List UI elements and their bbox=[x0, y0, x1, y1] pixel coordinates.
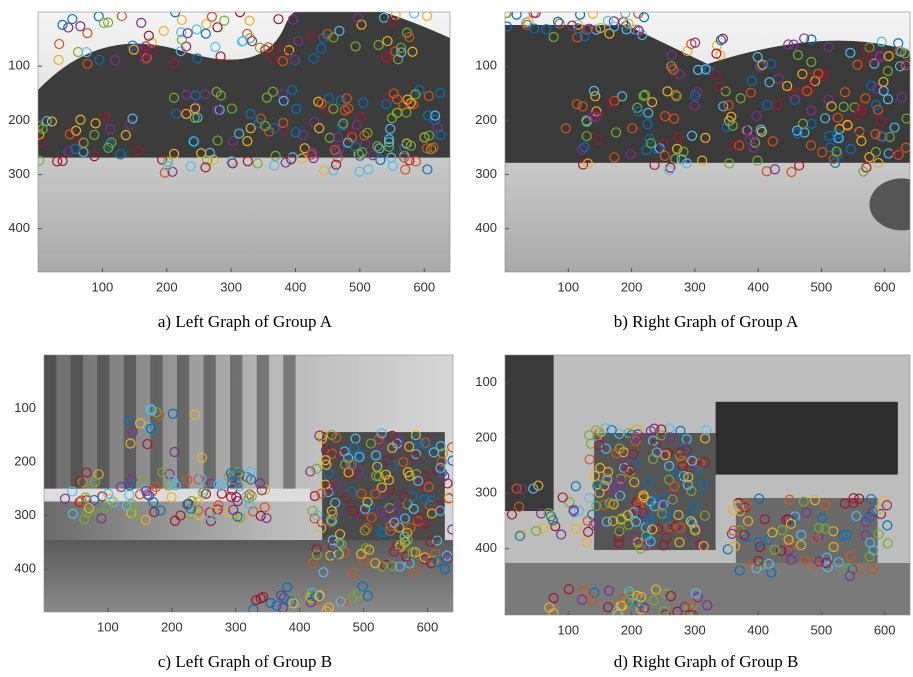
y-tick-label: 200 bbox=[8, 112, 30, 127]
x-tick-label: 200 bbox=[161, 619, 183, 634]
curtain-fold bbox=[71, 355, 83, 496]
x-tick-label: 200 bbox=[621, 279, 643, 294]
curtain-fold bbox=[204, 355, 216, 496]
x-tick-label: 400 bbox=[289, 619, 311, 634]
x-tick-label: 600 bbox=[417, 619, 439, 634]
y-tick-label: 300 bbox=[475, 166, 497, 181]
caption: c) Left Graph of Group B bbox=[158, 652, 332, 671]
y-tick-label: 100 bbox=[8, 58, 30, 73]
caption: b) Right Graph of Group A bbox=[614, 312, 799, 331]
x-tick-label: 600 bbox=[874, 622, 896, 637]
page: 100 200 300 400 500 600 100 200 300 400 a) Left Gr… bbox=[0, 0, 913, 677]
y-tick-label: 100 bbox=[475, 374, 497, 389]
figure: 100 200 300 400 500 600 100 200 300 400 a) Left Gr… bbox=[0, 0, 913, 677]
caption: a) Left Graph of Group A bbox=[158, 312, 333, 331]
x-tick-label: 300 bbox=[220, 279, 242, 294]
x-tick-label: 100 bbox=[97, 619, 119, 634]
ground bbox=[38, 158, 450, 272]
x-tick-label: 400 bbox=[747, 622, 769, 637]
y-tick-label: 300 bbox=[475, 485, 497, 500]
x-tick-label: 300 bbox=[684, 279, 706, 294]
board bbox=[716, 402, 898, 475]
x-tick-label: 500 bbox=[353, 619, 375, 634]
floor bbox=[44, 540, 453, 612]
x-tick-label: 300 bbox=[684, 622, 706, 637]
y-tick-label: 100 bbox=[14, 400, 36, 415]
x-tick-label: 500 bbox=[811, 279, 833, 294]
x-tick-label: 100 bbox=[92, 279, 114, 294]
panel-image bbox=[34, 2, 450, 272]
x-tick-label: 400 bbox=[747, 279, 769, 294]
y-tick-label: 200 bbox=[475, 112, 497, 127]
panel-image bbox=[44, 355, 457, 616]
x-tick-label: 100 bbox=[557, 622, 579, 637]
x-tick-label: 300 bbox=[225, 619, 247, 634]
ground bbox=[505, 163, 910, 272]
curtain-fold bbox=[257, 355, 269, 496]
floor bbox=[505, 563, 910, 615]
x-tick-label: 100 bbox=[557, 279, 579, 294]
curtain-fold bbox=[44, 355, 56, 496]
y-tick-label: 400 bbox=[14, 561, 36, 576]
y-tick-label: 100 bbox=[475, 58, 497, 73]
panel-image bbox=[505, 355, 910, 619]
caption: d) Right Graph of Group B bbox=[614, 652, 799, 671]
x-tick-label: 400 bbox=[285, 279, 307, 294]
y-tick-label: 400 bbox=[8, 220, 30, 235]
x-tick-label: 500 bbox=[811, 622, 833, 637]
y-tick-label: 200 bbox=[475, 429, 497, 444]
x-tick-label: 500 bbox=[349, 279, 371, 294]
curtain-fold bbox=[283, 355, 295, 496]
y-tick-label: 300 bbox=[8, 166, 30, 181]
panel-image bbox=[501, 8, 913, 272]
y-tick-label: 400 bbox=[475, 220, 497, 235]
x-tick-label: 600 bbox=[874, 279, 896, 294]
x-tick-label: 200 bbox=[156, 279, 178, 294]
x-tick-label: 600 bbox=[413, 279, 435, 294]
y-tick-label: 200 bbox=[14, 454, 36, 469]
y-tick-label: 400 bbox=[475, 540, 497, 555]
x-tick-label: 200 bbox=[621, 622, 643, 637]
y-tick-label: 300 bbox=[14, 507, 36, 522]
